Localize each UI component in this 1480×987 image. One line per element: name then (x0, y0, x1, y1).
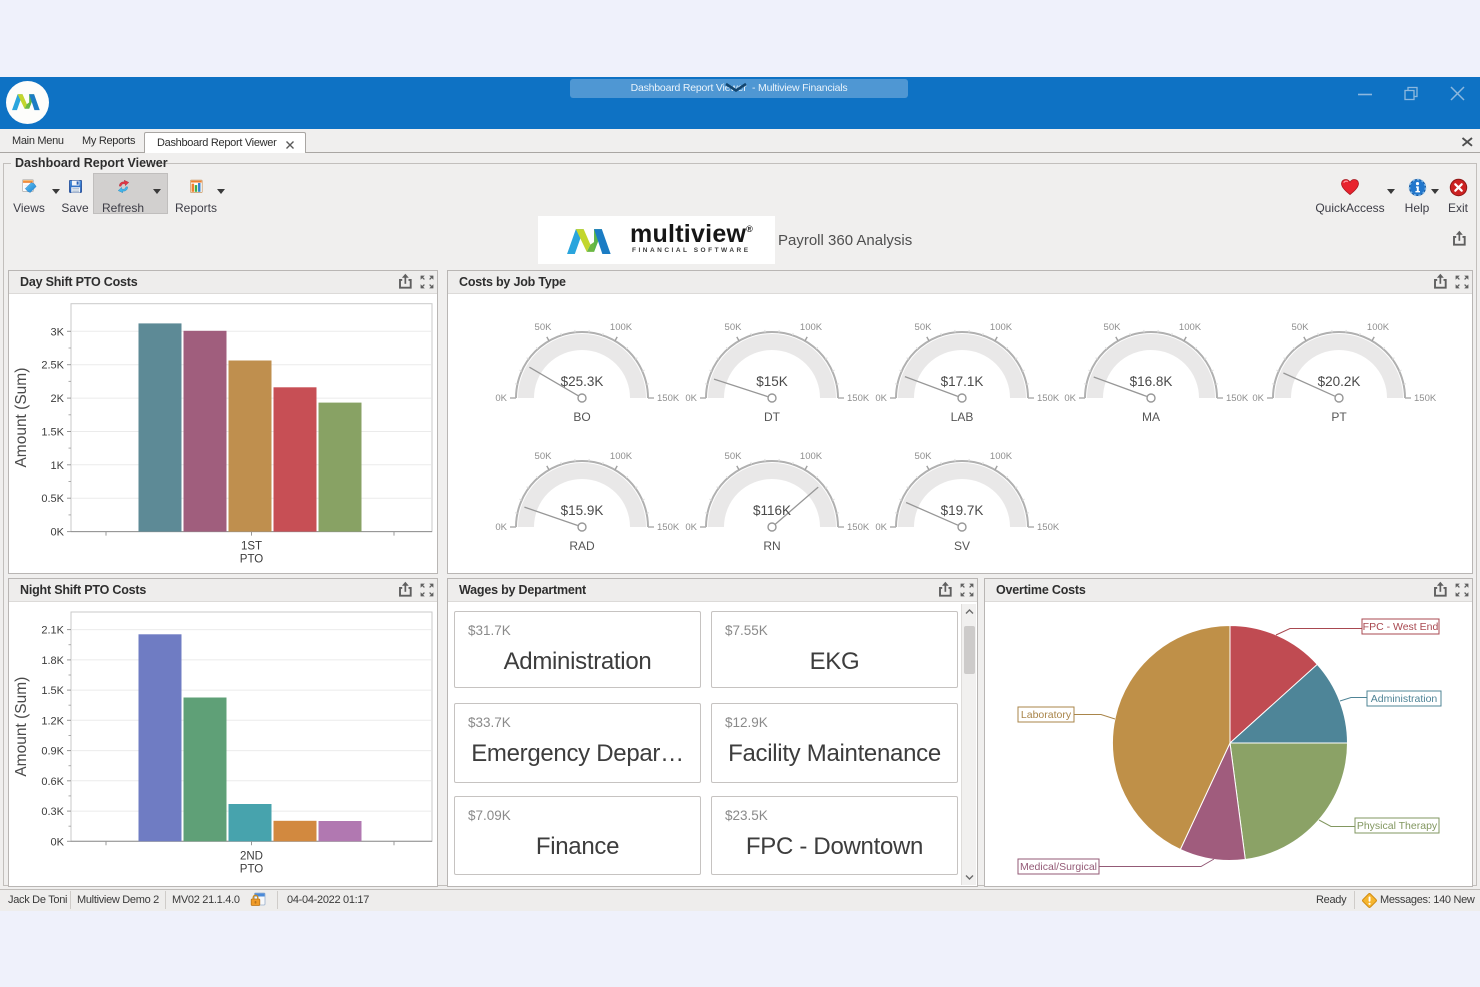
svg-text:$15K: $15K (756, 374, 788, 389)
svg-text:150K: 150K (1037, 522, 1060, 533)
svg-text:$116K: $116K (753, 503, 791, 518)
svg-text:DT: DT (764, 410, 781, 424)
svg-text:PT: PT (1331, 410, 1347, 424)
svg-text:Physical Therapy: Physical Therapy (1357, 820, 1438, 832)
svg-text:0K: 0K (51, 836, 65, 848)
svg-text:100K: 100K (800, 322, 823, 333)
svg-text:150K: 150K (847, 393, 870, 404)
svg-text:50K: 50K (915, 322, 933, 333)
svg-text:50K: 50K (1292, 322, 1310, 333)
svg-text:2K: 2K (51, 393, 65, 405)
svg-text:Administration: Administration (1371, 693, 1438, 705)
svg-text:LAB: LAB (951, 410, 974, 424)
svg-text:0K: 0K (685, 393, 697, 404)
svg-text:50K: 50K (725, 451, 743, 462)
svg-text:150K: 150K (847, 522, 870, 533)
svg-text:1.8K: 1.8K (41, 655, 64, 667)
svg-text:RN: RN (763, 539, 780, 553)
svg-text:50K: 50K (535, 451, 553, 462)
svg-text:BO: BO (573, 410, 590, 424)
svg-text:PTO: PTO (240, 863, 263, 875)
svg-text:150K: 150K (1037, 393, 1060, 404)
svg-text:0.6K: 0.6K (41, 776, 64, 788)
svg-text:50K: 50K (535, 322, 553, 333)
svg-text:150K: 150K (657, 522, 680, 533)
svg-text:1.5K: 1.5K (41, 427, 64, 439)
svg-text:$17.1K: $17.1K (941, 374, 984, 389)
svg-text:FPC - West End: FPC - West End (1363, 621, 1439, 633)
svg-text:0.5K: 0.5K (41, 493, 64, 505)
svg-text:1.2K: 1.2K (41, 715, 64, 727)
svg-text:50K: 50K (915, 451, 933, 462)
svg-text:2.1K: 2.1K (41, 625, 64, 637)
svg-text:100K: 100K (800, 451, 823, 462)
svg-text:0K: 0K (1252, 393, 1264, 404)
svg-text:Amount (Sum): Amount (Sum) (13, 368, 30, 468)
svg-text:150K: 150K (657, 393, 680, 404)
svg-text:150K: 150K (1226, 393, 1249, 404)
svg-text:PTO: PTO (240, 554, 263, 566)
svg-text:2ND: 2ND (240, 850, 263, 862)
svg-text:0K: 0K (685, 522, 697, 533)
svg-text:Laboratory: Laboratory (1021, 709, 1072, 721)
svg-text:0K: 0K (875, 522, 887, 533)
svg-text:0K: 0K (51, 527, 65, 539)
svg-text:150K: 150K (1414, 393, 1437, 404)
svg-text:$16.8K: $16.8K (1130, 374, 1173, 389)
svg-text:1ST: 1ST (241, 541, 262, 553)
svg-text:0K: 0K (875, 393, 887, 404)
svg-text:$25.3K: $25.3K (561, 374, 604, 389)
svg-text:2.5K: 2.5K (41, 360, 64, 372)
svg-text:100K: 100K (610, 451, 633, 462)
svg-text:$15.9K: $15.9K (561, 503, 604, 518)
svg-text:$19.7K: $19.7K (941, 503, 984, 518)
svg-text:50K: 50K (725, 322, 743, 333)
svg-text:0.3K: 0.3K (41, 806, 64, 818)
svg-text:RAD: RAD (569, 539, 595, 553)
svg-text:0K: 0K (1064, 393, 1076, 404)
svg-text:1K: 1K (51, 460, 65, 472)
svg-text:100K: 100K (1179, 322, 1202, 333)
svg-text:Medical/Surgical: Medical/Surgical (1020, 861, 1097, 873)
svg-text:MA: MA (1142, 410, 1160, 424)
svg-text:Amount (Sum): Amount (Sum) (13, 677, 30, 777)
svg-text:1.5K: 1.5K (41, 685, 64, 697)
svg-text:SV: SV (954, 539, 970, 553)
svg-text:100K: 100K (990, 451, 1013, 462)
svg-text:100K: 100K (610, 322, 633, 333)
svg-text:50K: 50K (1104, 322, 1122, 333)
svg-text:0K: 0K (495, 393, 507, 404)
svg-text:0K: 0K (495, 522, 507, 533)
svg-text:$20.2K: $20.2K (1318, 374, 1361, 389)
svg-text:100K: 100K (1367, 322, 1390, 333)
svg-text:100K: 100K (990, 322, 1013, 333)
svg-text:0.9K: 0.9K (41, 746, 64, 758)
svg-text:3K: 3K (51, 326, 65, 338)
